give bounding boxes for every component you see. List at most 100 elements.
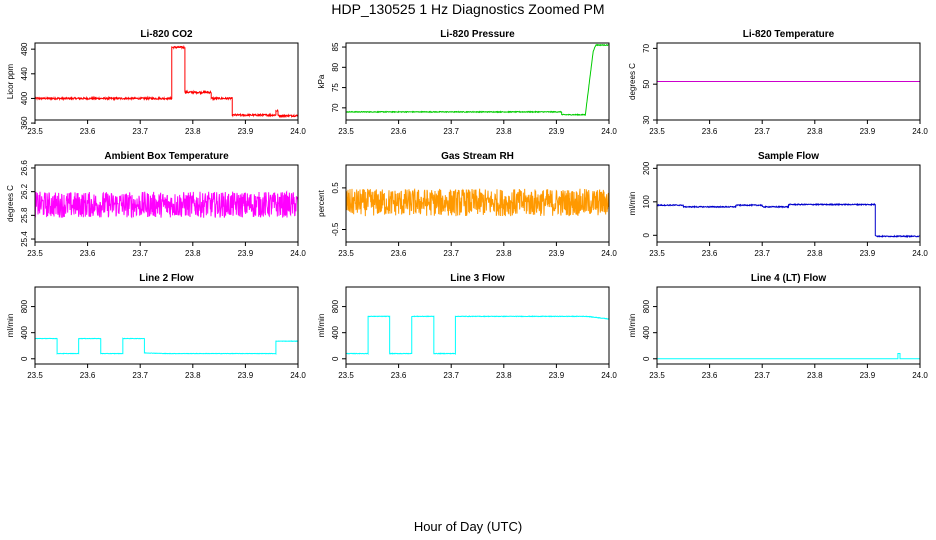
x-tick-label: 23.7 — [754, 127, 770, 136]
x-tick-label: 23.7 — [132, 371, 148, 380]
series-line — [34, 337, 299, 355]
y-axis-label: degrees C — [628, 63, 637, 100]
plot-frame — [656, 42, 921, 121]
y-axis-label: percent — [317, 189, 326, 216]
plot-frame — [34, 164, 299, 243]
x-tick-label: 23.6 — [80, 127, 96, 136]
x-tick-label: 24.0 — [912, 371, 928, 380]
x-tick-label: 23.9 — [549, 127, 565, 136]
y-tick-label: 70 — [642, 43, 651, 52]
panel-1: Li-820 CO2 23.5 23.6 23.7 23.8 23.9 24.0 360 400… — [6, 29, 306, 136]
y-tick-label: 75 — [331, 83, 340, 92]
y-tick-label: 400 — [331, 325, 340, 339]
x-tick-label: 23.6 — [80, 371, 96, 380]
y-tick-label: 25.4 — [20, 231, 29, 247]
y-axis-label: ml/min — [317, 314, 326, 338]
panel-title: Li-820 Temperature — [743, 29, 835, 40]
plot-frame — [34, 42, 299, 121]
x-tick-label: 23.5 — [338, 249, 354, 258]
x-tick-label: 23.8 — [496, 371, 512, 380]
panel-title: Line 2 Flow — [139, 273, 194, 284]
plot-frame — [656, 286, 921, 365]
y-tick-label: 0.5 — [331, 182, 340, 194]
y-axis-label: ml/min — [628, 192, 637, 216]
panel-title: Line 3 Flow — [450, 273, 505, 284]
y-tick-label: 400 — [20, 325, 29, 339]
x-tick-label: 23.8 — [496, 249, 512, 258]
y-tick-label: 26.6 — [20, 160, 29, 176]
y-axis-label: ml/min — [628, 314, 637, 338]
x-tick-label: 23.8 — [185, 127, 201, 136]
x-tick-label: 23.7 — [754, 249, 770, 258]
x-tick-label: 23.6 — [702, 371, 718, 380]
x-tick-label: 23.9 — [238, 249, 254, 258]
panel-title: Li-820 CO2 — [140, 29, 193, 40]
y-tick-label: 400 — [642, 325, 651, 339]
y-tick-label: 30 — [642, 115, 651, 124]
x-tick-label: 23.8 — [807, 127, 823, 136]
x-tick-label: 23.8 — [807, 249, 823, 258]
y-tick-label: 800 — [331, 299, 340, 313]
y-axis-label: ml/min — [6, 314, 15, 338]
series-line — [345, 315, 610, 356]
y-axis-label: degrees C — [6, 185, 15, 222]
plot-frame — [34, 286, 299, 365]
plot-frame — [656, 164, 921, 243]
panel-4: Ambient Box Temperature 23.5 23.6 23.7 23.8 2… — [6, 151, 306, 258]
panel-title: Sample Flow — [758, 151, 819, 162]
y-tick-label: 800 — [642, 299, 651, 313]
x-tick-label: 23.8 — [807, 371, 823, 380]
x-tick-label: 23.6 — [391, 249, 407, 258]
series-line — [34, 190, 299, 219]
series-line — [345, 43, 610, 117]
y-tick-label: -0.5 — [331, 222, 340, 236]
x-tick-label: 23.8 — [185, 371, 201, 380]
x-axis-label: Hour of Day (UTC) — [414, 519, 522, 534]
x-tick-label: 23.5 — [649, 249, 665, 258]
x-tick-label: 23.5 — [27, 249, 43, 258]
y-tick-label: 85 — [331, 42, 340, 51]
y-tick-label: 70 — [331, 103, 340, 112]
x-tick-label: 24.0 — [290, 249, 306, 258]
x-tick-label: 23.7 — [443, 127, 459, 136]
x-tick-label: 23.7 — [132, 127, 148, 136]
x-tick-label: 23.6 — [80, 249, 96, 258]
x-tick-label: 23.8 — [185, 249, 201, 258]
x-tick-label: 23.5 — [649, 127, 665, 136]
panel-grid: Li-820 CO2 23.5 23.6 23.7 23.8 23.9 24.0 360 400… — [6, 29, 928, 380]
x-tick-label: 24.0 — [912, 249, 928, 258]
x-tick-label: 24.0 — [290, 127, 306, 136]
panel-title: Gas Stream RH — [441, 151, 514, 162]
x-tick-label: 23.5 — [27, 127, 43, 136]
x-tick-label: 23.5 — [27, 371, 43, 380]
y-tick-label: 0 — [331, 356, 340, 361]
x-tick-label: 23.6 — [391, 371, 407, 380]
panel-9: Line 4 (LT) Flow 23.5 23.6 23.7 23.8 23.9 24.0… — [628, 273, 928, 380]
y-tick-label: 480 — [20, 42, 29, 56]
y-axis-label: Licor ppm — [6, 64, 15, 99]
series-line — [657, 353, 920, 360]
y-tick-label: 0 — [642, 233, 651, 238]
panel-title: Li-820 Pressure — [440, 29, 515, 40]
series-line — [656, 202, 921, 238]
y-axis-label: kPa — [317, 74, 326, 88]
y-tick-label: 400 — [20, 91, 29, 105]
x-tick-label: 23.9 — [549, 371, 565, 380]
x-tick-label: 23.6 — [702, 249, 718, 258]
x-tick-label: 23.9 — [549, 249, 565, 258]
x-tick-label: 23.5 — [338, 127, 354, 136]
y-tick-label: 25.8 — [20, 207, 29, 223]
x-tick-label: 23.9 — [238, 127, 254, 136]
panel-title: Line 4 (LT) Flow — [751, 273, 827, 284]
panel-5: Gas Stream RH 23.5 23.6 23.7 23.8 23.9 24.0 -0.… — [317, 151, 617, 258]
panel-6: Sample Flow 23.5 23.6 23.7 23.8 23.9 24.0 0 100 2… — [628, 151, 928, 258]
y-tick-label: 800 — [20, 299, 29, 313]
x-tick-label: 23.8 — [496, 127, 512, 136]
plot-frame — [345, 164, 610, 243]
y-tick-label: 50 — [642, 79, 651, 88]
panel-8: Line 3 Flow 23.5 23.6 23.7 23.8 23.9 24.0 0 400 8… — [317, 273, 617, 380]
x-tick-label: 23.9 — [860, 371, 876, 380]
x-tick-label: 23.7 — [754, 371, 770, 380]
y-tick-label: 440 — [20, 67, 29, 81]
